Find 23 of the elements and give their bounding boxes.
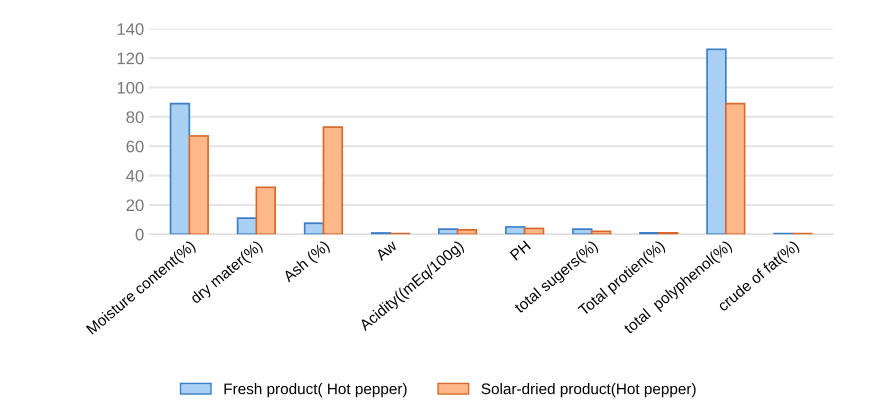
bar bbox=[590, 230, 612, 234]
bar bbox=[505, 226, 526, 234]
bar bbox=[170, 102, 190, 234]
bar bbox=[188, 135, 209, 234]
bar bbox=[725, 102, 746, 234]
bar bbox=[524, 228, 544, 234]
bar bbox=[322, 126, 344, 234]
bar bbox=[706, 48, 727, 234]
y-tick-label: 20 bbox=[126, 199, 144, 212]
x-tick-label: PH bbox=[510, 240, 531, 260]
bar bbox=[256, 186, 276, 234]
legend-label: Fresh product( Hot pepper) bbox=[224, 383, 407, 398]
y-tick-label: 60 bbox=[126, 140, 144, 152]
y-tick-label: 120 bbox=[118, 52, 144, 64]
y-tick-label: 80 bbox=[126, 111, 144, 124]
bar bbox=[572, 228, 593, 234]
legend-label: Solar-dried product(Hot pepper) bbox=[482, 383, 696, 398]
y-tick-label: 0 bbox=[136, 228, 144, 240]
x-tick-label: Ash (%) bbox=[282, 240, 332, 285]
bar bbox=[456, 229, 478, 234]
y-tick-label: 140 bbox=[118, 23, 144, 35]
y-tick-label: 100 bbox=[118, 82, 144, 94]
y-tick-label: 40 bbox=[126, 170, 144, 182]
